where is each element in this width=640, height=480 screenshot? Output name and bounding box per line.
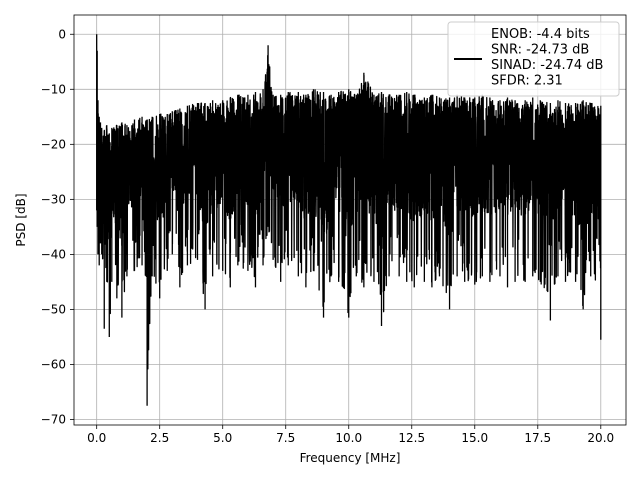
y-tick-label: −40	[41, 247, 66, 261]
y-tick-label: −20	[41, 137, 66, 151]
x-tick-label: 12.5	[398, 431, 425, 445]
y-tick-label: −60	[41, 357, 66, 371]
x-tick-label: 7.5	[276, 431, 295, 445]
legend-label-line: SNR: -24.73 dB	[491, 43, 589, 58]
plot-frame	[73, 14, 627, 426]
legend-box	[447, 21, 620, 97]
y-axis-ticks: 0 −10 −20 −30 −40 −50 −60 −70	[41, 27, 74, 426]
x-tick-label: 5.0	[213, 431, 232, 445]
legend-label-line: SFDR: 2.31	[491, 74, 563, 89]
x-axis-ticks: 0.0 2.5 5.0 7.5 10.0 12.5 15.0 17.5 20.0	[87, 425, 614, 445]
x-tick-label: 10.0	[335, 431, 362, 445]
legend: ENOB: -4.4 bits SNR: -24.73 dB SINAD: -24.…	[447, 21, 620, 97]
legend-label-line: ENOB: -4.4 bits	[491, 27, 590, 42]
psd-series-line	[96, 34, 602, 406]
legend-label-line: SINAD: -24.74 dB	[491, 58, 603, 73]
y-tick-label: −30	[41, 192, 66, 206]
y-axis-label: PSD [dB]	[14, 193, 28, 246]
y-tick-label: −50	[41, 302, 66, 316]
x-tick-label: 15.0	[461, 431, 488, 445]
x-axis-label: Frequency [MHz]	[300, 451, 401, 465]
x-tick-label: 20.0	[587, 431, 614, 445]
legend-label: ENOB: -4.4 bits SNR: -24.73 dB SINAD: -24.…	[491, 27, 603, 89]
series-layer	[96, 34, 602, 406]
y-tick-label: −10	[41, 82, 66, 96]
y-tick-label: −70	[41, 412, 66, 426]
x-tick-label: 0.0	[87, 431, 106, 445]
x-tick-label: 2.5	[150, 431, 169, 445]
y-tick-label: 0	[58, 27, 66, 41]
x-tick-label: 17.5	[524, 431, 551, 445]
